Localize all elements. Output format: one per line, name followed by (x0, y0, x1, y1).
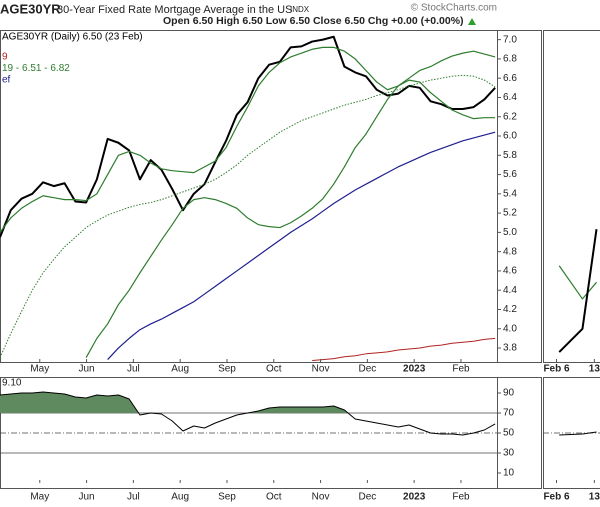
x-tick-label: Feb 6 (543, 364, 570, 375)
plot-area (0, 35, 496, 362)
x-tick-label: 13 (589, 364, 600, 375)
plot-area (558, 229, 598, 353)
series-line (559, 431, 597, 436)
x-tick-label: Dec (358, 492, 376, 503)
x-tick-label: Jul (127, 364, 140, 375)
y-tick-label: 5.2 (503, 208, 517, 219)
x-tick-label: Feb (452, 492, 470, 503)
y-tick-label: 3.8 (503, 343, 517, 354)
legend-entry: 9 (2, 52, 8, 63)
x-tick-label: Nov (312, 492, 330, 503)
change-arrow (468, 18, 476, 25)
series-line (85, 79, 496, 358)
y-tick-label: 90 (503, 388, 515, 399)
y-tick-label: 4.4 (503, 285, 517, 296)
plot-area (543, 431, 600, 436)
y-tick-label: 10 (503, 468, 515, 479)
inset-panel-frame (543, 30, 600, 363)
indicator-label: 9.10 (2, 378, 22, 389)
x-tick-label: Sep (218, 364, 236, 375)
x-tick-label: 13 (589, 492, 600, 503)
chart-subtitle: 30-Year Fixed Rate Mortgage Average in t… (57, 4, 292, 16)
price-panel-frame (0, 30, 542, 363)
x-tick-label: Oct (266, 492, 282, 503)
x-tick-label: 2023 (403, 492, 426, 503)
exchange: INDX (290, 5, 310, 14)
chart-title: AGE30YR (0, 1, 61, 16)
x-tick-label: 2023 (403, 364, 426, 375)
plot-area (0, 391, 497, 454)
series-line (0, 391, 496, 436)
x-tick-label: Jul (127, 492, 140, 503)
x-tick-label: Oct (266, 364, 282, 375)
y-tick-label: 4.8 (503, 246, 517, 257)
y-tick-label: 6.2 (503, 111, 517, 122)
x-tick-label: Nov (312, 364, 330, 375)
legend-entry: 19 - 6.51 - 6.82 (2, 63, 70, 74)
x-tick-label: Feb (452, 364, 470, 375)
y-tick-label: 6.4 (503, 92, 517, 103)
legend-entry: AGE30YR (Daily) 6.50 (23 Feb) (2, 32, 143, 43)
x-tick-label: Jun (79, 364, 95, 375)
series-line (558, 229, 598, 353)
x-tick-label: Aug (171, 492, 189, 503)
y-tick-label: 6.8 (503, 54, 517, 65)
y-tick-label: 70 (503, 408, 515, 419)
y-tick-label: 4.0 (503, 323, 517, 334)
y-tick-label: 7.0 (503, 34, 517, 45)
x-tick-label: Feb 6 (543, 492, 570, 503)
x-tick-label: Jun (79, 492, 95, 503)
x-tick-label: May (30, 364, 49, 375)
series-line (558, 265, 597, 300)
legend-entry: ef (2, 75, 11, 86)
series-line (312, 337, 496, 362)
series-line (107, 131, 496, 360)
quote: Open 6.50 High 6.50 Low 6.50 Close 6.50 … (163, 15, 464, 27)
series-line (0, 74, 496, 358)
y-tick-label: 5.6 (503, 169, 517, 180)
y-tick-label: 30 (503, 448, 515, 459)
series-line (0, 35, 496, 238)
x-tick-label: Aug (171, 364, 189, 375)
x-tick-label: Sep (218, 492, 236, 503)
credit: © StockCharts.com (411, 3, 497, 14)
y-tick-label: 5.0 (503, 227, 517, 238)
y-tick-label: 4.2 (503, 304, 517, 315)
y-tick-label: 5.8 (503, 150, 517, 161)
y-tick-label: 6.0 (503, 131, 517, 142)
y-tick-label: 50 (503, 428, 515, 439)
series-line (0, 46, 496, 233)
y-tick-label: 4.6 (503, 266, 517, 277)
x-tick-label: Dec (358, 364, 376, 375)
x-tick-label: May (30, 492, 49, 503)
y-tick-label: 5.4 (503, 188, 517, 199)
y-tick-label: 6.6 (503, 73, 517, 84)
